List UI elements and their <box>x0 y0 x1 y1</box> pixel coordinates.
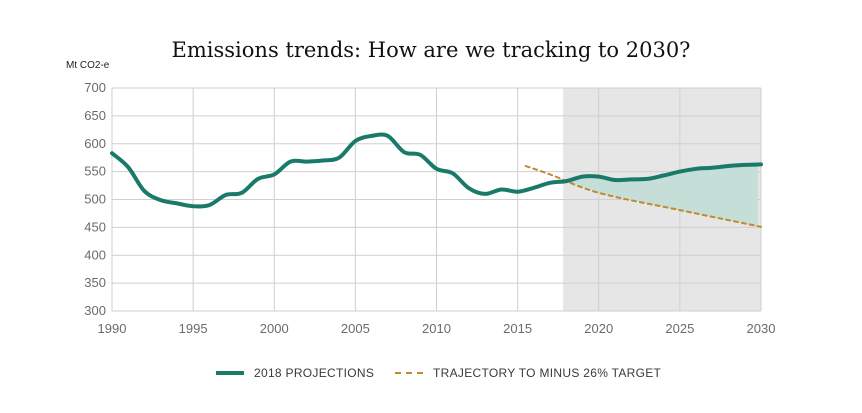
x-tick-label: 2030 <box>747 321 776 336</box>
y-tick-label: 700 <box>84 80 106 95</box>
y-tick-label: 300 <box>84 303 106 318</box>
legend: 2018 PROJECTIONS TRAJECTORY TO MINUS 26%… <box>0 366 862 386</box>
x-tick-label: 1990 <box>98 321 127 336</box>
y-tick-label: 350 <box>84 275 106 290</box>
y-tick-label: 450 <box>84 219 106 234</box>
y-tick-label: 650 <box>84 108 106 123</box>
legend-swatch-solid <box>216 371 244 375</box>
legend-label-trajectory: TRAJECTORY TO MINUS 26% TARGET <box>433 366 662 380</box>
x-tick-label: 2000 <box>260 321 289 336</box>
legend-label-projections: 2018 PROJECTIONS <box>254 366 375 380</box>
chart-title: Emissions trends: How are we tracking to… <box>171 38 691 62</box>
y-tick-label: 500 <box>84 192 106 207</box>
y-tick-label: 400 <box>84 247 106 262</box>
y-axis-unit-label: Mt CO2-e <box>66 60 110 71</box>
x-tick-label: 2015 <box>503 321 532 336</box>
series-line-projections <box>110 132 763 209</box>
y-tick-label: 600 <box>84 136 106 151</box>
legend-swatch-dashed <box>395 372 423 374</box>
series-line-trajectory <box>524 165 762 228</box>
legend-item-projections: 2018 PROJECTIONS <box>216 366 374 380</box>
series-layer <box>110 132 763 228</box>
x-tick-label: 2010 <box>422 321 451 336</box>
x-tick-label: 2020 <box>584 321 613 336</box>
legend-item-trajectory: TRAJECTORY TO MINUS 26% TARGET <box>395 366 661 380</box>
x-tick-label: 1995 <box>179 321 208 336</box>
tick-layer: 300 350 400 450 500 550 600 650 700 1990 1995 2000 2… <box>84 80 775 336</box>
y-tick-label: 550 <box>84 164 106 179</box>
x-tick-label: 2005 <box>341 321 370 336</box>
x-tick-label: 2025 <box>665 321 694 336</box>
